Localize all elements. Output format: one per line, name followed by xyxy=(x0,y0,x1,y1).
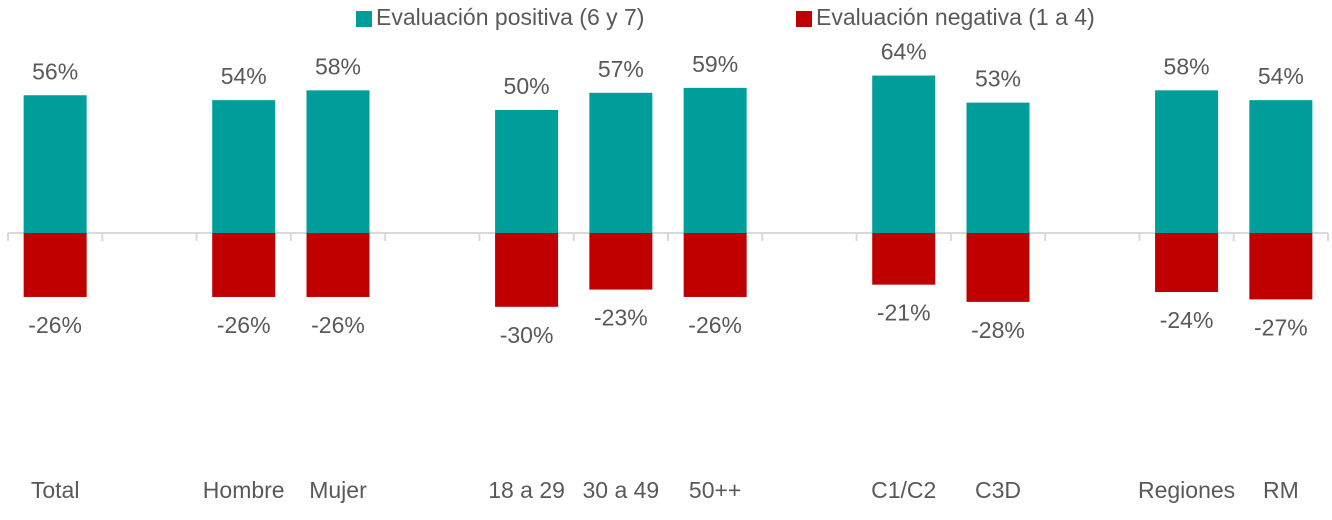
bar xyxy=(683,87,747,233)
value-label: 50% xyxy=(504,73,550,99)
bar xyxy=(589,233,653,290)
x-tick-label: Hombre xyxy=(203,477,285,503)
value-label: 59% xyxy=(692,51,738,77)
x-tick-label: C1/C2 xyxy=(871,477,936,503)
bar xyxy=(495,110,559,233)
value-label: -21% xyxy=(877,300,931,326)
bar xyxy=(495,233,559,307)
value-label: -26% xyxy=(688,312,742,338)
bar xyxy=(683,233,747,297)
bar xyxy=(966,233,1030,302)
bar xyxy=(1249,233,1313,300)
value-label: -26% xyxy=(28,312,82,338)
value-label: -27% xyxy=(1254,314,1308,340)
value-label: 64% xyxy=(881,39,927,65)
legend-swatch xyxy=(796,11,812,27)
bar xyxy=(872,75,936,233)
value-label: -26% xyxy=(311,312,365,338)
x-tick-label: Mujer xyxy=(309,477,367,503)
value-label: 58% xyxy=(1164,53,1210,79)
bar xyxy=(966,102,1030,234)
value-label: -30% xyxy=(500,322,554,348)
bar xyxy=(306,90,370,233)
bar xyxy=(1249,100,1313,233)
legend-label: Evaluación positiva (6 y 7) xyxy=(376,4,644,30)
bar xyxy=(212,233,276,297)
legend-label: Evaluación negativa (1 a 4) xyxy=(816,4,1095,30)
bar xyxy=(1155,233,1219,293)
x-tick-label: 18 a 29 xyxy=(488,477,565,503)
x-tick-label: Total xyxy=(31,477,80,503)
value-label: 53% xyxy=(975,66,1021,92)
value-label: 56% xyxy=(32,58,78,84)
legend-swatch xyxy=(356,11,372,27)
value-label: 54% xyxy=(1258,63,1304,89)
x-tick-label: RM xyxy=(1263,477,1299,503)
value-label: -24% xyxy=(1160,307,1214,333)
bar xyxy=(589,92,653,233)
x-tick-label: Regiones xyxy=(1138,477,1235,503)
value-label: -28% xyxy=(971,317,1025,343)
bar xyxy=(23,95,87,234)
x-tick-label: C3D xyxy=(975,477,1021,503)
x-tick-label: 30 a 49 xyxy=(582,477,659,503)
bar xyxy=(1155,90,1219,233)
bar xyxy=(23,233,87,297)
bar xyxy=(212,100,276,233)
value-label: -26% xyxy=(217,312,271,338)
value-label: 57% xyxy=(598,56,644,82)
bar xyxy=(306,233,370,297)
x-tick-label: 50++ xyxy=(689,477,741,503)
bar xyxy=(872,233,936,285)
value-label: 58% xyxy=(315,53,361,79)
value-label: 54% xyxy=(221,63,267,89)
value-label: -23% xyxy=(594,305,648,331)
